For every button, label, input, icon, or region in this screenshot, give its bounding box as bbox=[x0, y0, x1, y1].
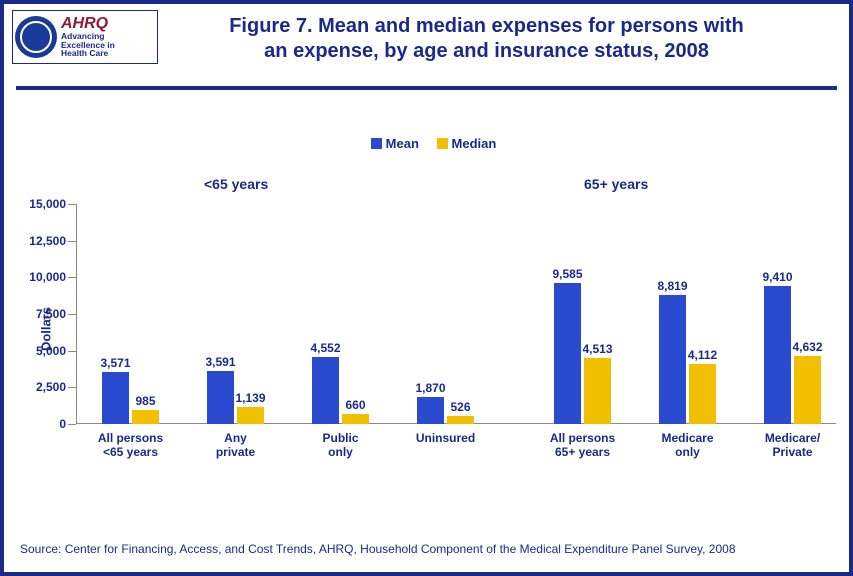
group-label-under65: <65 years bbox=[204, 176, 268, 192]
category-label: Medicareonly bbox=[653, 432, 722, 460]
y-tick bbox=[68, 387, 76, 388]
y-tick bbox=[68, 424, 76, 425]
bar-mean: 9,410 bbox=[764, 286, 791, 424]
y-tick-label: 0 bbox=[59, 417, 66, 431]
bar-mean: 4,552 bbox=[312, 357, 339, 424]
y-tick-label: 7,500 bbox=[36, 307, 66, 321]
bar-median: 985 bbox=[132, 410, 159, 424]
bar-median: 4,112 bbox=[689, 364, 716, 424]
category-label: All persons65+ years bbox=[548, 432, 617, 460]
y-tick-label: 2,500 bbox=[36, 380, 66, 394]
legend-label-mean: Mean bbox=[386, 136, 419, 151]
logo-text: AHRQ Advancing Excellence in Health Care bbox=[61, 16, 115, 58]
bar-median: 4,513 bbox=[584, 358, 611, 424]
header-divider bbox=[16, 86, 837, 90]
bar-median: 1,139 bbox=[237, 407, 264, 424]
y-tick bbox=[68, 204, 76, 205]
legend-label-median: Median bbox=[452, 136, 497, 151]
ahrq-logo: AHRQ Advancing Excellence in Health Care bbox=[12, 10, 158, 64]
bar-median: 660 bbox=[342, 414, 369, 424]
bar-value-label: 4,513 bbox=[582, 342, 612, 356]
title-line-2: an expense, by age and insurance status,… bbox=[264, 40, 709, 62]
bar-mean: 1,870 bbox=[417, 397, 444, 424]
bar-mean: 8,819 bbox=[659, 295, 686, 424]
y-tick-label: 12,500 bbox=[29, 234, 66, 248]
source-note: Source: Center for Financing, Access, an… bbox=[20, 542, 833, 556]
category-label: Anyprivate bbox=[201, 432, 270, 460]
y-tick bbox=[68, 241, 76, 242]
y-tick bbox=[68, 314, 76, 315]
bar-chart: 02,5005,0007,50010,00012,50015,0003,5719… bbox=[76, 204, 836, 424]
legend-swatch-median bbox=[437, 138, 448, 149]
bar-mean: 3,571 bbox=[102, 372, 129, 424]
bar-value-label: 1,139 bbox=[235, 391, 265, 405]
bar-median: 4,632 bbox=[794, 356, 821, 424]
y-tick bbox=[68, 277, 76, 278]
header: AHRQ Advancing Excellence in Health Care… bbox=[4, 4, 849, 82]
bar-mean: 9,585 bbox=[554, 283, 581, 424]
legend: Mean Median bbox=[4, 136, 849, 151]
category-label: Medicare/Private bbox=[758, 432, 827, 460]
figure-title: Figure 7. Mean and median expenses for p… bbox=[164, 14, 809, 64]
logo-brand: AHRQ bbox=[61, 16, 115, 32]
category-label: Uninsured bbox=[411, 432, 480, 446]
bar-median: 526 bbox=[447, 416, 474, 424]
y-tick-label: 5,000 bbox=[36, 344, 66, 358]
bar-value-label: 4,632 bbox=[792, 340, 822, 354]
y-tick-label: 15,000 bbox=[29, 197, 66, 211]
category-label: Publiconly bbox=[306, 432, 375, 460]
logo-tagline-3: Health Care bbox=[61, 49, 115, 58]
bar-value-label: 4,112 bbox=[688, 348, 717, 362]
y-axis bbox=[76, 204, 77, 424]
hhs-seal-icon bbox=[15, 16, 57, 58]
bar-value-label: 3,591 bbox=[205, 355, 235, 369]
bar-value-label: 4,552 bbox=[310, 341, 340, 355]
y-tick-label: 10,000 bbox=[29, 270, 66, 284]
bar-value-label: 985 bbox=[135, 394, 155, 408]
bar-mean: 3,591 bbox=[207, 371, 234, 424]
bar-value-label: 526 bbox=[450, 400, 470, 414]
category-label: All persons<65 years bbox=[96, 432, 165, 460]
y-tick bbox=[68, 351, 76, 352]
figure-frame: AHRQ Advancing Excellence in Health Care… bbox=[0, 0, 853, 576]
group-label-65plus: 65+ years bbox=[584, 176, 648, 192]
bar-value-label: 8,819 bbox=[657, 279, 687, 293]
bar-value-label: 660 bbox=[345, 398, 365, 412]
bar-value-label: 1,870 bbox=[415, 381, 445, 395]
bar-value-label: 3,571 bbox=[100, 356, 130, 370]
title-line-1: Figure 7. Mean and median expenses for p… bbox=[229, 15, 744, 37]
legend-swatch-mean bbox=[371, 138, 382, 149]
bar-value-label: 9,585 bbox=[552, 267, 582, 281]
bar-value-label: 9,410 bbox=[762, 270, 792, 284]
